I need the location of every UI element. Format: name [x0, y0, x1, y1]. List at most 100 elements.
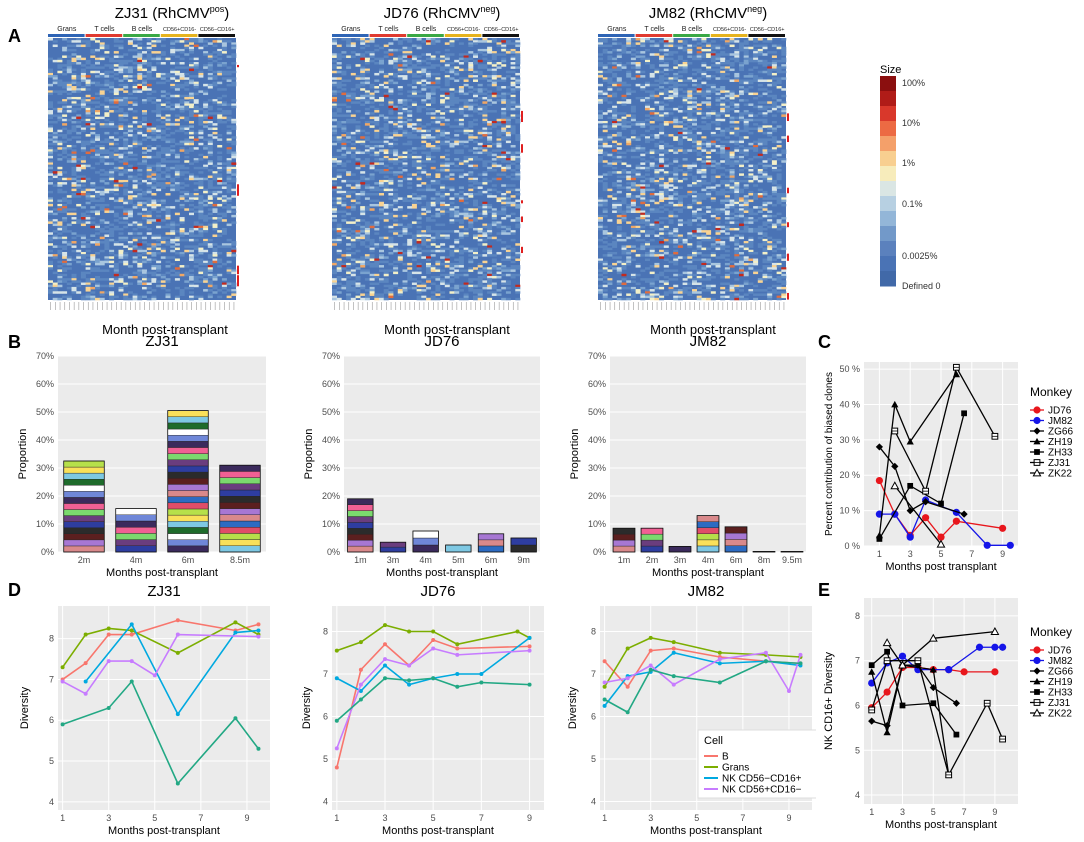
heatmap-cell: [66, 64, 72, 67]
heatmap-cell: [207, 197, 213, 200]
heatmap-cell: [440, 206, 446, 209]
heatmap-cell: [649, 110, 655, 113]
heatmap-cell: [468, 123, 474, 126]
heatmap-cell: [151, 96, 157, 100]
heatmap-cell: [142, 273, 147, 277]
heatmap-cell: [369, 59, 375, 63]
heatmap-cell: [160, 177, 166, 181]
heatmap-cell: [203, 190, 209, 194]
heatmap-cell: [612, 42, 618, 45]
heatmap-cell: [132, 203, 138, 207]
heatmap-cell: [767, 40, 773, 43]
heatmap-cell: [127, 96, 133, 100]
heatmap-cell: [127, 214, 133, 218]
heatmap-cell: [226, 79, 232, 82]
heatmap-cell: [515, 81, 521, 85]
heatmap-cell: [179, 251, 185, 255]
heatmap-cell: [123, 144, 129, 148]
heatmap-cell: [477, 271, 483, 275]
heatmap-group-label: B cells: [132, 26, 153, 33]
heatmap-cell: [501, 131, 507, 135]
heatmap-cell: [692, 79, 697, 82]
heatmap-cell: [170, 123, 176, 126]
heatmap-cell: [332, 186, 337, 189]
heatmap-cell: [397, 175, 403, 179]
heatmap-cell: [416, 256, 422, 259]
heatmap-cell: [355, 77, 361, 80]
heatmap-cell: [473, 166, 478, 170]
heatmap-cell: [203, 177, 209, 181]
heatmap-cell: [402, 62, 408, 65]
heatmap-cell: [62, 256, 68, 259]
heatmap-cell: [677, 64, 683, 67]
heatmap-cell: [762, 92, 768, 96]
heatmap-cell: [482, 151, 488, 155]
heatmap-cell: [85, 210, 91, 213]
heatmap-cell: [137, 271, 143, 275]
heatmap-cell: [85, 271, 91, 275]
heatmap-tick: [334, 302, 335, 310]
heatmap-cell: [189, 64, 194, 67]
heatmap-cell: [626, 38, 632, 41]
heatmap-cell: [113, 77, 119, 80]
heatmap-cell: [142, 101, 147, 104]
heatmap-cell: [221, 201, 227, 205]
heatmap-cell: [184, 171, 190, 174]
heatmap-cell: [510, 107, 516, 111]
heatmap-cell: [48, 267, 53, 270]
heatmap-cell: [426, 265, 431, 268]
heatmap-cell: [341, 120, 347, 124]
heatmap-cell: [411, 247, 417, 251]
heatmap-cell: [501, 195, 507, 198]
heatmap-cell: [189, 57, 194, 61]
heatmap-cell: [505, 48, 511, 52]
heatmap-cell: [383, 284, 389, 288]
heatmap-cell: [411, 162, 417, 165]
heatmap-cell: [748, 72, 754, 76]
heatmap-cell: [510, 265, 516, 268]
heatmap-cell: [435, 269, 441, 272]
heatmap-cell: [160, 62, 166, 65]
heatmap-cell: [510, 184, 516, 187]
heatmap-cell: [435, 86, 441, 89]
heatmap-cell: [402, 269, 408, 272]
heatmap-cell: [435, 275, 441, 279]
heatmap-cell: [132, 245, 138, 248]
heatmap-cell: [411, 203, 417, 207]
heatmap-cell: [364, 238, 370, 242]
heatmap-cell: [57, 101, 63, 104]
heatmap-cell: [336, 282, 342, 286]
heatmap-cell: [654, 103, 660, 106]
heatmap-cell: [397, 256, 403, 259]
heatmap-cell: [118, 59, 124, 63]
heatmap-tick: [149, 302, 150, 310]
heatmap-cell: [170, 75, 176, 78]
heatmap-cell: [473, 217, 478, 220]
heatmap-cell: [771, 105, 777, 109]
heatmap-cell: [388, 214, 394, 218]
heatmap-cell: [127, 123, 133, 126]
heatmap-cell: [776, 59, 782, 63]
heatmap-cell: [193, 62, 199, 65]
heatmap-cell: [444, 92, 450, 96]
heatmap-cell: [193, 44, 199, 48]
heatmap-cell: [217, 265, 223, 268]
heatmap-cell: [156, 169, 162, 172]
heatmap-cell: [231, 221, 237, 224]
heatmap-cell: [184, 127, 190, 130]
heatmap-cell: [221, 166, 227, 170]
heatmap-cell: [510, 188, 516, 192]
heatmap-cell: [383, 151, 389, 155]
heatmap-cell: [231, 120, 237, 124]
heatmap-cell: [379, 59, 384, 63]
heatmap-cell: [189, 197, 194, 200]
heatmap-cell: [454, 241, 460, 244]
heatmap-cell: [426, 107, 431, 111]
heatmap-cell: [473, 186, 478, 189]
heatmap-cell: [598, 38, 603, 41]
heatmap-cell: [440, 112, 446, 115]
heatmap-cell: [113, 179, 119, 183]
heatmap-cell: [132, 275, 138, 279]
heatmap-cell: [193, 197, 199, 200]
heatmap-cell: [127, 243, 133, 246]
